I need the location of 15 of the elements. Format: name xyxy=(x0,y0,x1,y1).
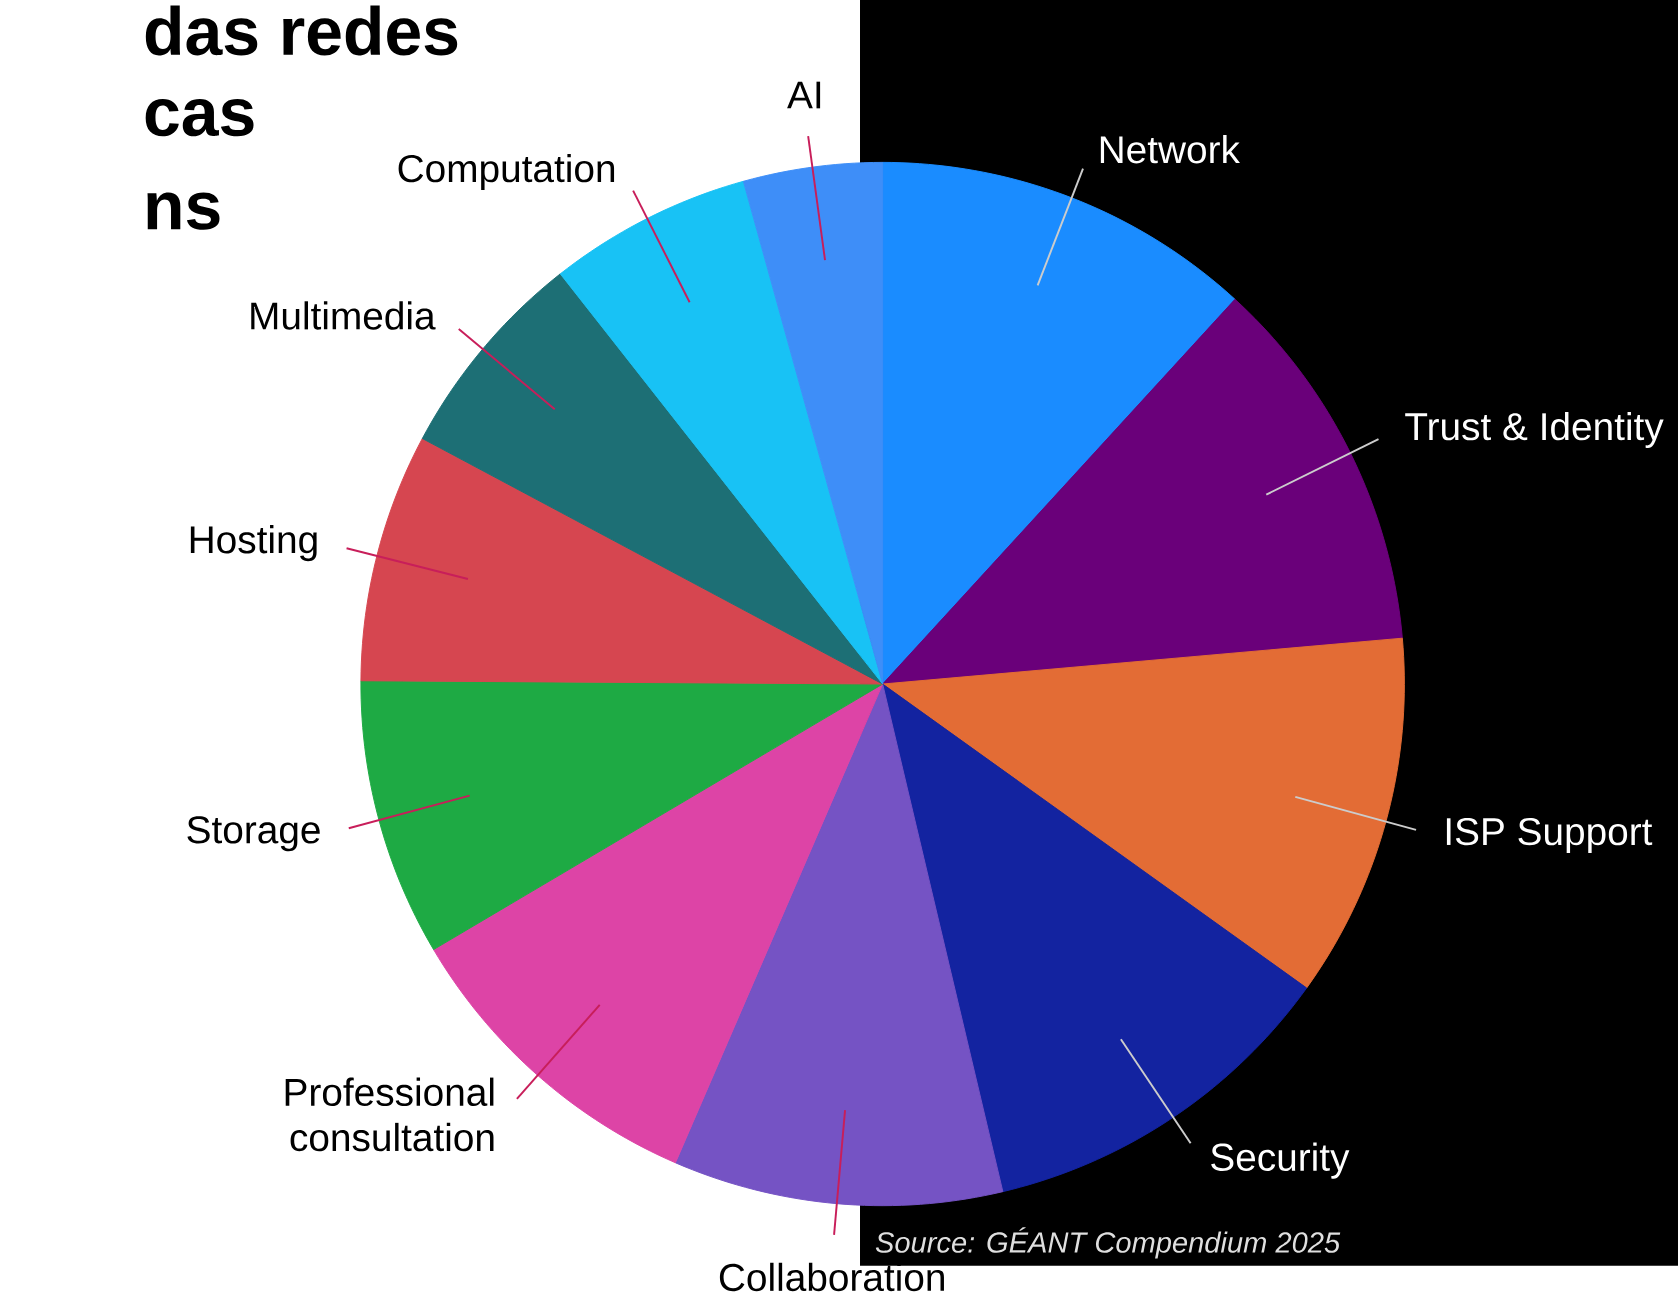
source-note: Source: GÉANT Compendium 2025 xyxy=(875,1227,1341,1259)
slice-label: AI xyxy=(787,81,821,109)
slice-label: Storage xyxy=(187,816,320,852)
text: ns xyxy=(147,192,220,230)
slice-label: Security xyxy=(1211,1142,1350,1179)
slice-label: Network xyxy=(1100,135,1240,164)
slice-label: ISP Support xyxy=(1446,818,1653,854)
slice-label: Hosting xyxy=(190,525,317,562)
text: das redes xyxy=(145,5,458,56)
text: cas xyxy=(145,99,254,137)
slice-label: Multimedia xyxy=(251,301,436,330)
slice-label: Trust & Identity xyxy=(1405,412,1664,449)
slice-label: Professional consultation xyxy=(285,1077,494,1152)
slice-label: Collaboration xyxy=(719,1262,944,1292)
slice-label: Computation xyxy=(398,154,615,191)
